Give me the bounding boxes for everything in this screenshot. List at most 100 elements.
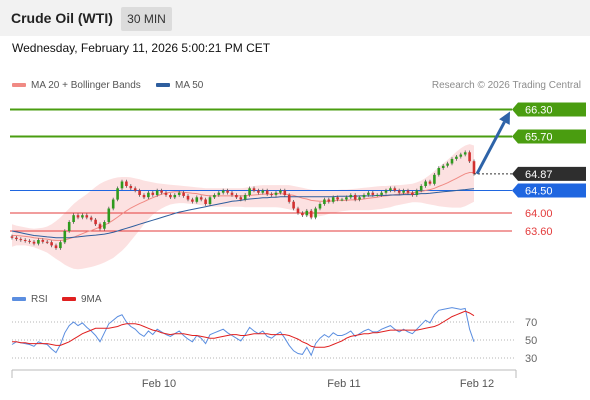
candle-body xyxy=(41,240,45,242)
candle-body xyxy=(459,154,463,157)
rsi-line xyxy=(11,307,475,357)
candle-body xyxy=(336,197,339,200)
candle-body xyxy=(367,192,370,195)
candle-body xyxy=(441,165,445,168)
candle-body xyxy=(230,192,234,195)
candle-body xyxy=(353,195,357,200)
candle-body xyxy=(182,192,185,196)
candle-body xyxy=(28,240,31,242)
candle-body xyxy=(133,188,137,191)
candle-body xyxy=(296,208,300,213)
candle-body xyxy=(287,195,291,202)
candle-body xyxy=(37,240,40,244)
candle-body xyxy=(129,186,133,189)
price-label-65.70: 65.70 xyxy=(525,132,553,144)
candle-body xyxy=(257,190,260,193)
candle-body xyxy=(384,190,388,193)
candle-body xyxy=(274,192,278,195)
candle-body xyxy=(50,242,53,246)
legend-item-ma50: MA 50 xyxy=(156,80,203,91)
candle-body xyxy=(265,190,269,195)
candle-body xyxy=(455,156,458,159)
candle-body xyxy=(226,190,229,193)
candle-body xyxy=(177,192,181,195)
candle-body xyxy=(98,224,102,229)
candle-body xyxy=(397,190,401,193)
candle-body xyxy=(217,192,221,195)
x-tick-feb-11: Feb 11 xyxy=(327,378,360,390)
price-label-66.30: 66.30 xyxy=(525,105,553,117)
candle-body xyxy=(208,197,212,204)
ma50-line xyxy=(11,188,475,239)
ma9-swatch-icon xyxy=(62,297,76,302)
legend-label-9ma: 9MA xyxy=(81,294,102,305)
projection-arrow-head-icon xyxy=(499,111,510,125)
candle-body xyxy=(186,195,190,200)
candle-body xyxy=(340,199,344,201)
rsi-tick-50: 50 xyxy=(525,335,537,347)
candle-body xyxy=(125,181,128,186)
price-label-64.50: 64.50 xyxy=(525,186,553,198)
legend-label-bollinger: MA 20 + Bollinger Bands xyxy=(31,80,141,91)
instrument-title: Crude Oil (WTI) xyxy=(11,10,113,26)
candle-body xyxy=(402,190,405,193)
candle-body xyxy=(349,195,353,198)
candle-body xyxy=(419,186,423,191)
header-bar: Crude Oil (WTI) 30 MIN xyxy=(0,0,590,36)
bollinger-band-area xyxy=(12,144,474,270)
copyright-note: Research © 2026 Trading Central xyxy=(431,80,581,91)
candle-body xyxy=(235,195,238,198)
candle-body xyxy=(437,168,441,175)
candle-body xyxy=(54,245,58,249)
candle-body xyxy=(160,190,163,193)
candle-body xyxy=(164,192,168,195)
candle-body xyxy=(173,195,177,198)
candle-body xyxy=(380,192,383,195)
candle-body xyxy=(19,239,23,241)
candle-body xyxy=(389,188,392,191)
candle-body xyxy=(270,194,273,196)
legend-label-ma50: MA 50 xyxy=(175,80,204,91)
candle-body xyxy=(76,215,80,218)
candle-body xyxy=(424,181,427,186)
candle-body xyxy=(45,241,49,243)
chart-datetime: Wednesday, February 11, 2026 5:00:21 PM … xyxy=(12,41,271,55)
price-label-box-64.87 xyxy=(512,166,586,181)
candle-body xyxy=(63,231,67,243)
candle-body xyxy=(32,241,36,244)
candle-body xyxy=(362,195,366,198)
legend-label-rsi: RSI xyxy=(31,294,48,305)
candle-body xyxy=(248,188,251,195)
candle-body xyxy=(345,197,348,200)
candle-body xyxy=(85,215,89,218)
bollinger-swatch-icon xyxy=(12,83,26,88)
candle-body xyxy=(23,240,27,241)
legend-item-bollinger: MA 20 + Bollinger Bands xyxy=(12,80,141,91)
candle-body xyxy=(107,208,111,222)
candle-body xyxy=(191,199,194,202)
candle-body xyxy=(10,236,14,238)
rsi-ma9-line xyxy=(12,310,475,348)
price-label-box-65.70 xyxy=(512,129,586,144)
timeframe-badge[interactable]: 30 MIN xyxy=(121,7,172,31)
candle-body xyxy=(81,215,84,218)
candle-body xyxy=(433,174,436,184)
candle-body xyxy=(252,188,256,191)
candle-body xyxy=(195,197,199,202)
price-label-box-66.30 xyxy=(512,102,586,117)
candle-body xyxy=(468,152,471,162)
candle-body xyxy=(72,215,75,222)
candle-body xyxy=(239,197,243,200)
rsi-swatch-icon xyxy=(12,297,26,302)
x-tick-feb-12: Feb 12 xyxy=(460,378,494,390)
candle-body xyxy=(472,161,476,174)
candle-body xyxy=(120,181,124,189)
candle-body xyxy=(142,195,146,198)
legend-item-9ma: 9MA xyxy=(62,294,102,305)
candle-body xyxy=(406,190,410,193)
candle-body xyxy=(318,204,322,209)
price-label-64.00: 64.00 xyxy=(525,208,553,220)
price-label-63.60: 63.60 xyxy=(525,226,553,238)
candle-body xyxy=(446,163,449,166)
